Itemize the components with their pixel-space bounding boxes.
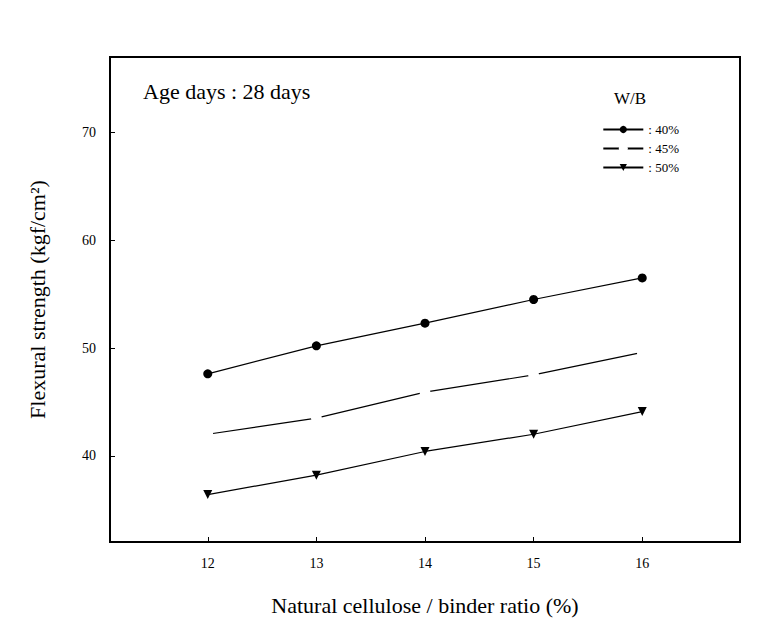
svg-text:70: 70 [82,125,96,140]
svg-text:12: 12 [201,556,215,571]
svg-text:13: 13 [309,556,323,571]
svg-text:50: 50 [82,341,96,356]
svg-text:: 50%: : 50% [648,160,679,175]
svg-text:Age days : 28 days: Age days : 28 days [143,79,310,104]
svg-text:: 45%: : 45% [648,141,679,156]
svg-text:: 40%: : 40% [648,122,679,137]
svg-text:14: 14 [418,556,432,571]
svg-text:Natural cellulose / binder rat: Natural cellulose / binder ratio (%) [271,593,578,618]
svg-text:60: 60 [82,233,96,248]
svg-text:Flexural strength (kgf/cm²): Flexural strength (kgf/cm²) [25,180,50,419]
svg-text:15: 15 [527,556,541,571]
svg-text:W/B: W/B [614,89,646,108]
svg-text:40: 40 [82,448,96,463]
svg-text:16: 16 [635,556,649,571]
